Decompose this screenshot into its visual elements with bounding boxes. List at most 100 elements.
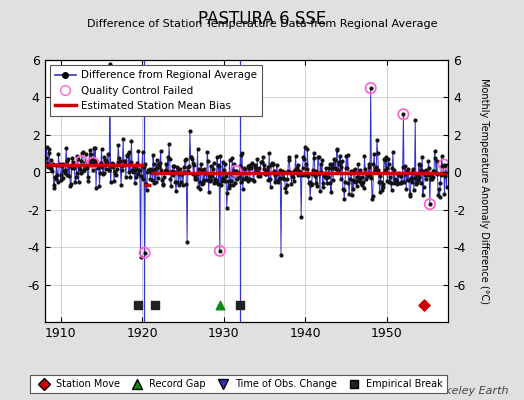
Point (225, 156, 234, 163)
Point (113, 166, 121, 172)
Point (150, 180, 159, 186)
Point (42, 155, 50, 162)
Point (435, 194, 444, 200)
Point (62, 158, 71, 164)
Point (157, 167, 166, 173)
Point (51, 176, 60, 182)
Point (117, 182, 125, 188)
Point (310, 150, 318, 156)
Point (131, 180, 139, 186)
Point (410, 186, 418, 193)
Point (84, 178, 93, 184)
Point (174, 182, 183, 188)
Point (215, 248, 224, 254)
Point (332, 166, 340, 172)
Point (412, 180, 420, 187)
Point (266, 184, 275, 190)
Point (208, 176, 216, 183)
Point (185, 163, 193, 170)
Point (116, 162, 125, 168)
Point (260, 162, 268, 168)
Point (242, 176, 250, 182)
Point (123, 152, 132, 158)
Point (421, 172, 429, 178)
Point (311, 172, 319, 179)
Point (369, 161, 378, 168)
Point (293, 165, 301, 172)
Point (251, 162, 259, 168)
Point (91, 144, 100, 151)
Point (68, 155, 77, 161)
Point (72, 174, 80, 180)
Point (147, 169, 155, 176)
Point (388, 164, 397, 171)
Point (341, 179, 349, 186)
Point (49, 182, 58, 188)
Point (315, 171, 323, 177)
Point (438, 162, 446, 169)
Point (246, 176, 254, 182)
Point (174, 166, 182, 172)
Point (234, 171, 242, 177)
Point (334, 167, 342, 173)
Point (427, 173, 435, 180)
Point (177, 178, 185, 185)
Point (378, 187, 386, 194)
Point (153, 156, 161, 163)
Point (229, 181, 237, 188)
Point (46, 164, 54, 170)
Point (230, 168, 238, 174)
Point (318, 157, 326, 163)
Point (294, 172, 302, 178)
Point (198, 167, 206, 174)
Point (117, 167, 126, 174)
Point (255, 171, 264, 177)
Point (47, 157, 55, 163)
Point (427, 176, 435, 182)
Point (257, 159, 265, 166)
Point (269, 161, 278, 168)
Point (287, 180, 296, 187)
Point (195, 186, 204, 192)
Point (125, 149, 134, 155)
Point (193, 146, 202, 152)
Point (217, 182, 225, 188)
Point (89, 167, 97, 174)
Point (134, 148, 143, 154)
Point (441, 173, 449, 179)
Point (180, 164, 189, 170)
Point (77, 170, 85, 176)
Point (249, 178, 258, 184)
Point (138, 148, 147, 155)
Point (285, 157, 293, 163)
Point (408, 168, 416, 175)
Point (187, 154, 195, 160)
Point (166, 176, 174, 182)
Point (358, 182, 367, 188)
Point (155, 164, 163, 170)
Point (141, 161, 149, 168)
Point (248, 161, 257, 167)
Point (422, 176, 431, 182)
Point (386, 174, 395, 180)
Point (49, 161, 57, 167)
Legend: Station Move, Record Gap, Time of Obs. Change, Empirical Break: Station Move, Record Gap, Time of Obs. C… (30, 375, 447, 393)
Point (185, 128, 194, 134)
Point (211, 176, 220, 183)
Point (78, 150, 86, 156)
Point (160, 174, 168, 180)
Point (40, 155, 49, 162)
Point (355, 167, 364, 173)
Point (429, 167, 437, 174)
Point (359, 179, 367, 185)
Point (85, 157, 93, 164)
Point (54, 151, 63, 157)
Point (188, 156, 196, 162)
Point (227, 178, 235, 184)
Point (249, 176, 257, 183)
Point (132, 166, 140, 172)
Point (199, 180, 208, 187)
Point (417, 167, 425, 173)
Point (209, 166, 217, 172)
Point (263, 169, 271, 176)
